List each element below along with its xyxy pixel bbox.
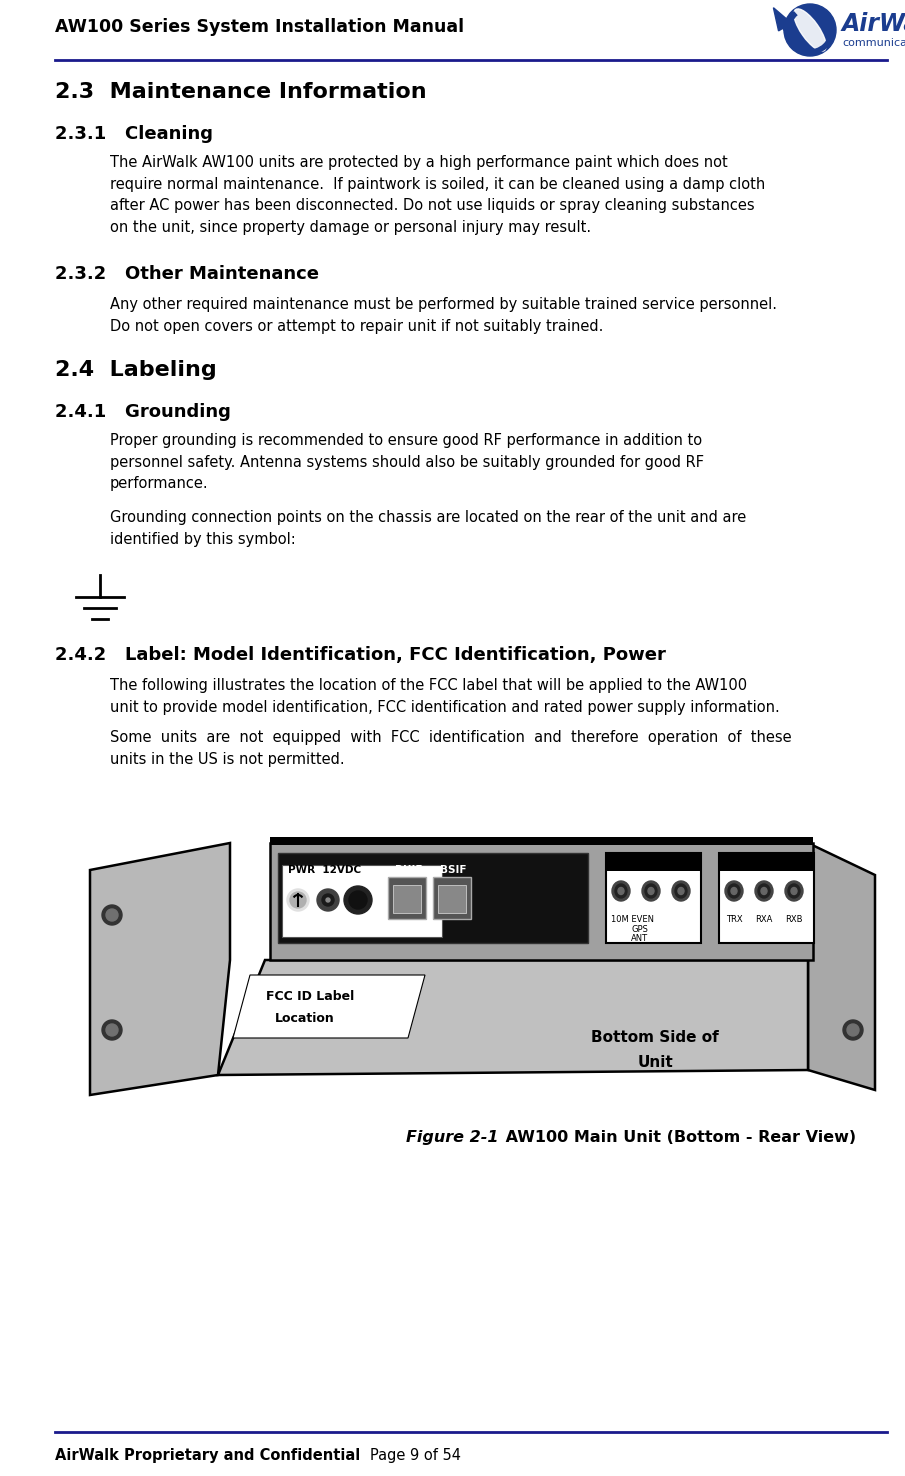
Text: PWR  12VDC: PWR 12VDC: [288, 865, 361, 875]
Polygon shape: [808, 843, 875, 1089]
Text: Figure 2-1: Figure 2-1: [405, 1131, 499, 1145]
Text: 2.4.1   Grounding: 2.4.1 Grounding: [55, 403, 231, 421]
Ellipse shape: [728, 884, 740, 897]
Ellipse shape: [642, 881, 660, 900]
Ellipse shape: [788, 884, 800, 897]
Text: FCC ID Label: FCC ID Label: [266, 990, 354, 1004]
Text: 10M EVEN: 10M EVEN: [611, 915, 654, 924]
Ellipse shape: [612, 881, 630, 900]
Text: ANT: ANT: [631, 934, 648, 943]
Bar: [719, 853, 814, 943]
Text: TRX: TRX: [726, 915, 742, 924]
Circle shape: [317, 889, 339, 911]
Polygon shape: [90, 843, 230, 1095]
Text: 2.3  Maintenance Information: 2.3 Maintenance Information: [55, 83, 426, 102]
Ellipse shape: [761, 887, 767, 894]
Bar: [606, 853, 701, 871]
Text: Some  units  are  not  equipped  with  FCC  identification  and  therefore  oper: Some units are not equipped with FCC ide…: [110, 731, 792, 766]
Bar: [393, 886, 421, 914]
Ellipse shape: [785, 881, 803, 900]
Ellipse shape: [645, 884, 657, 897]
Text: Grounding connection points on the chassis are located on the rear of the unit a: Grounding connection points on the chass…: [110, 511, 747, 546]
Text: AW100 Main Unit (Bottom - Rear View): AW100 Main Unit (Bottom - Rear View): [500, 1131, 856, 1145]
Text: RXB: RXB: [786, 915, 803, 924]
Bar: [282, 865, 442, 937]
Ellipse shape: [615, 884, 627, 897]
Circle shape: [847, 1024, 859, 1036]
Text: 2.3.1   Cleaning: 2.3.1 Cleaning: [55, 125, 213, 143]
Circle shape: [784, 4, 836, 56]
Text: Any other required maintenance must be performed by suitable trained service per: Any other required maintenance must be p…: [110, 297, 777, 334]
Circle shape: [843, 1020, 863, 1041]
Text: GPS: GPS: [631, 925, 648, 934]
Polygon shape: [218, 959, 808, 1075]
Bar: [433, 877, 471, 920]
Circle shape: [106, 1024, 118, 1036]
Bar: [270, 843, 813, 959]
Text: The following illustrates the location of the FCC label that will be applied to : The following illustrates the location o…: [110, 677, 780, 714]
Bar: [388, 877, 426, 920]
Text: communications,inc.: communications,inc.: [842, 38, 905, 49]
Text: 2.4.2   Label: Model Identification, FCC Identification, Power: 2.4.2 Label: Model Identification, FCC I…: [55, 646, 666, 664]
Ellipse shape: [678, 887, 684, 894]
Ellipse shape: [758, 884, 770, 897]
Ellipse shape: [725, 881, 743, 900]
Circle shape: [326, 897, 330, 902]
Text: The AirWalk AW100 units are protected by a high performance paint which does not: The AirWalk AW100 units are protected by…: [110, 155, 766, 235]
Ellipse shape: [675, 884, 687, 897]
Bar: [270, 837, 813, 844]
Text: Bottom Side of: Bottom Side of: [591, 1030, 719, 1045]
Ellipse shape: [672, 881, 690, 900]
Circle shape: [344, 886, 372, 914]
Text: AirWalk: AirWalk: [842, 12, 905, 35]
Circle shape: [102, 1020, 122, 1041]
Text: 2.4  Labeling: 2.4 Labeling: [55, 360, 217, 379]
Text: AirWalk Proprietary and Confidential: AirWalk Proprietary and Confidential: [55, 1448, 360, 1463]
Text: Location: Location: [275, 1013, 335, 1024]
Text: RXA: RXA: [756, 915, 773, 924]
Text: RUIF: RUIF: [395, 865, 423, 875]
Circle shape: [322, 894, 334, 906]
Circle shape: [106, 909, 118, 921]
FancyArrow shape: [774, 7, 792, 34]
Text: Unit: Unit: [637, 1055, 673, 1070]
Polygon shape: [233, 976, 425, 1038]
Text: AW100 Series System Installation Manual: AW100 Series System Installation Manual: [55, 18, 464, 35]
Text: Proper grounding is recommended to ensure good RF performance in addition to
per: Proper grounding is recommended to ensur…: [110, 432, 704, 492]
Circle shape: [287, 889, 309, 911]
Bar: [606, 853, 701, 943]
Text: Page 9 of 54: Page 9 of 54: [370, 1448, 461, 1463]
Circle shape: [349, 892, 367, 909]
Circle shape: [290, 892, 306, 908]
Bar: [719, 853, 814, 871]
Circle shape: [102, 905, 122, 925]
Bar: [278, 853, 588, 943]
Ellipse shape: [648, 887, 654, 894]
Ellipse shape: [791, 887, 797, 894]
Ellipse shape: [618, 887, 624, 894]
Text: 2.3.2   Other Maintenance: 2.3.2 Other Maintenance: [55, 266, 319, 283]
Ellipse shape: [794, 9, 826, 52]
Bar: [438, 886, 466, 914]
Ellipse shape: [731, 887, 737, 894]
Ellipse shape: [755, 881, 773, 900]
Text: BSIF: BSIF: [440, 865, 466, 875]
